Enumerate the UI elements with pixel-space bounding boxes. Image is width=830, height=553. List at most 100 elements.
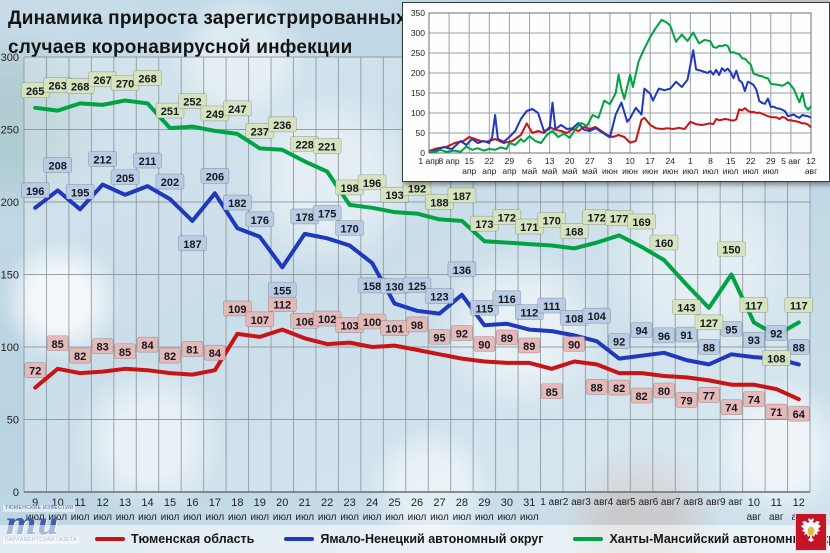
svg-text:265: 265 xyxy=(26,86,44,98)
svg-text:апр: апр xyxy=(482,166,496,176)
svg-text:182: 182 xyxy=(228,198,246,210)
svg-text:авг: авг xyxy=(769,512,784,523)
svg-text:23: 23 xyxy=(344,497,356,509)
svg-text:25: 25 xyxy=(388,497,400,509)
svg-text:85: 85 xyxy=(52,339,64,351)
logo-ti-top-text: ТЮМЕНСКИЕ ИЗВЕСТИЯ xyxy=(3,505,76,512)
svg-text:74: 74 xyxy=(725,403,738,415)
svg-text:95: 95 xyxy=(433,332,445,344)
svg-text:116: 116 xyxy=(498,294,516,306)
svg-text:июл: июл xyxy=(71,512,90,523)
svg-text:71: 71 xyxy=(770,407,782,419)
legend-item-tyumen: Тюменская область xyxy=(95,532,254,546)
svg-text:237: 237 xyxy=(251,126,269,138)
svg-text:172: 172 xyxy=(498,213,516,225)
svg-text:117: 117 xyxy=(790,300,808,312)
svg-text:1: 1 xyxy=(688,156,693,166)
svg-text:82: 82 xyxy=(613,383,625,395)
svg-text:июл: июл xyxy=(408,512,427,523)
svg-text:88: 88 xyxy=(793,342,805,354)
svg-text:12: 12 xyxy=(793,497,805,509)
svg-text:авг: авг xyxy=(805,166,817,176)
page-title-line2: случаев коронавирусной инфекции xyxy=(8,37,353,59)
svg-text:115: 115 xyxy=(475,303,493,315)
svg-text:1 авг: 1 авг xyxy=(540,497,563,508)
svg-text:июл: июл xyxy=(363,512,382,523)
svg-text:92: 92 xyxy=(456,329,468,341)
svg-text:193: 193 xyxy=(385,190,403,202)
svg-text:22: 22 xyxy=(321,497,333,509)
svg-text:9: 9 xyxy=(32,497,38,509)
svg-text:8 апр: 8 апр xyxy=(439,156,460,166)
svg-text:188: 188 xyxy=(430,197,448,209)
svg-text:май: май xyxy=(562,166,578,176)
svg-text:200: 200 xyxy=(1,197,19,209)
svg-text:июл: июл xyxy=(295,512,314,523)
svg-text:июл: июл xyxy=(475,512,494,523)
svg-text:13: 13 xyxy=(119,497,131,509)
svg-text:11: 11 xyxy=(74,497,85,509)
svg-text:85: 85 xyxy=(546,387,558,399)
svg-text:170: 170 xyxy=(543,216,561,228)
svg-text:85: 85 xyxy=(119,347,131,359)
svg-text:83: 83 xyxy=(96,342,108,354)
svg-text:июл: июл xyxy=(318,512,337,523)
svg-text:211: 211 xyxy=(139,156,157,168)
svg-text:8: 8 xyxy=(708,156,713,166)
svg-text:74: 74 xyxy=(748,395,761,407)
svg-text:29: 29 xyxy=(478,497,490,509)
legend-label-yanao: Ямало-Ненецкий автономный округ xyxy=(320,532,544,546)
svg-text:20: 20 xyxy=(565,156,575,166)
svg-text:108: 108 xyxy=(565,313,583,325)
svg-text:100: 100 xyxy=(1,342,19,354)
svg-text:187: 187 xyxy=(453,191,471,203)
svg-text:107: 107 xyxy=(251,315,269,327)
svg-text:22: 22 xyxy=(485,156,495,166)
svg-text:150: 150 xyxy=(722,245,740,257)
svg-text:24: 24 xyxy=(366,497,378,509)
svg-text:июн: июн xyxy=(602,166,618,176)
svg-text:102: 102 xyxy=(318,314,336,326)
svg-text:196: 196 xyxy=(26,186,44,198)
svg-text:172: 172 xyxy=(587,213,605,225)
svg-text:июл: июл xyxy=(340,512,359,523)
svg-text:15: 15 xyxy=(726,156,736,166)
svg-text:10: 10 xyxy=(625,156,635,166)
svg-text:50: 50 xyxy=(7,415,19,427)
svg-text:20: 20 xyxy=(276,497,288,509)
legend-item-hmao: Ханты-Мансийский автономный округ — Югра xyxy=(573,532,830,546)
svg-text:28: 28 xyxy=(456,497,468,509)
svg-text:109: 109 xyxy=(228,304,246,316)
svg-text:июл: июл xyxy=(430,512,449,523)
svg-text:6 авг: 6 авг xyxy=(653,497,676,508)
svg-text:251: 251 xyxy=(161,106,179,118)
legend-label-tyumen: Тюменская область xyxy=(131,532,255,546)
svg-text:91: 91 xyxy=(680,330,692,342)
svg-text:300: 300 xyxy=(1,52,19,64)
svg-text:143: 143 xyxy=(677,303,695,315)
red-line-icon xyxy=(95,537,125,541)
svg-text:72: 72 xyxy=(29,366,41,378)
svg-text:96: 96 xyxy=(658,331,670,343)
svg-text:169: 169 xyxy=(632,217,650,229)
svg-text:249: 249 xyxy=(206,109,224,121)
svg-text:123: 123 xyxy=(430,292,448,304)
svg-text:208: 208 xyxy=(49,160,67,172)
svg-text:221: 221 xyxy=(318,142,336,154)
series-line xyxy=(33,327,801,402)
svg-text:160: 160 xyxy=(655,238,673,250)
svg-text:93: 93 xyxy=(748,335,760,347)
svg-text:175: 175 xyxy=(318,208,336,220)
page-title-line1: Динамика прироста зарегистрированных xyxy=(8,8,407,29)
svg-text:29: 29 xyxy=(505,156,515,166)
svg-text:173: 173 xyxy=(475,219,493,231)
svg-text:июл: июл xyxy=(453,512,472,523)
svg-text:3 авг: 3 авг xyxy=(585,497,608,508)
svg-text:июл: июл xyxy=(93,512,112,523)
svg-text:18: 18 xyxy=(231,497,243,509)
svg-text:июн: июн xyxy=(622,166,638,176)
svg-text:50: 50 xyxy=(416,128,426,138)
svg-text:80: 80 xyxy=(658,386,670,398)
svg-text:111: 111 xyxy=(543,301,560,313)
double-eagle-icon xyxy=(801,518,821,542)
